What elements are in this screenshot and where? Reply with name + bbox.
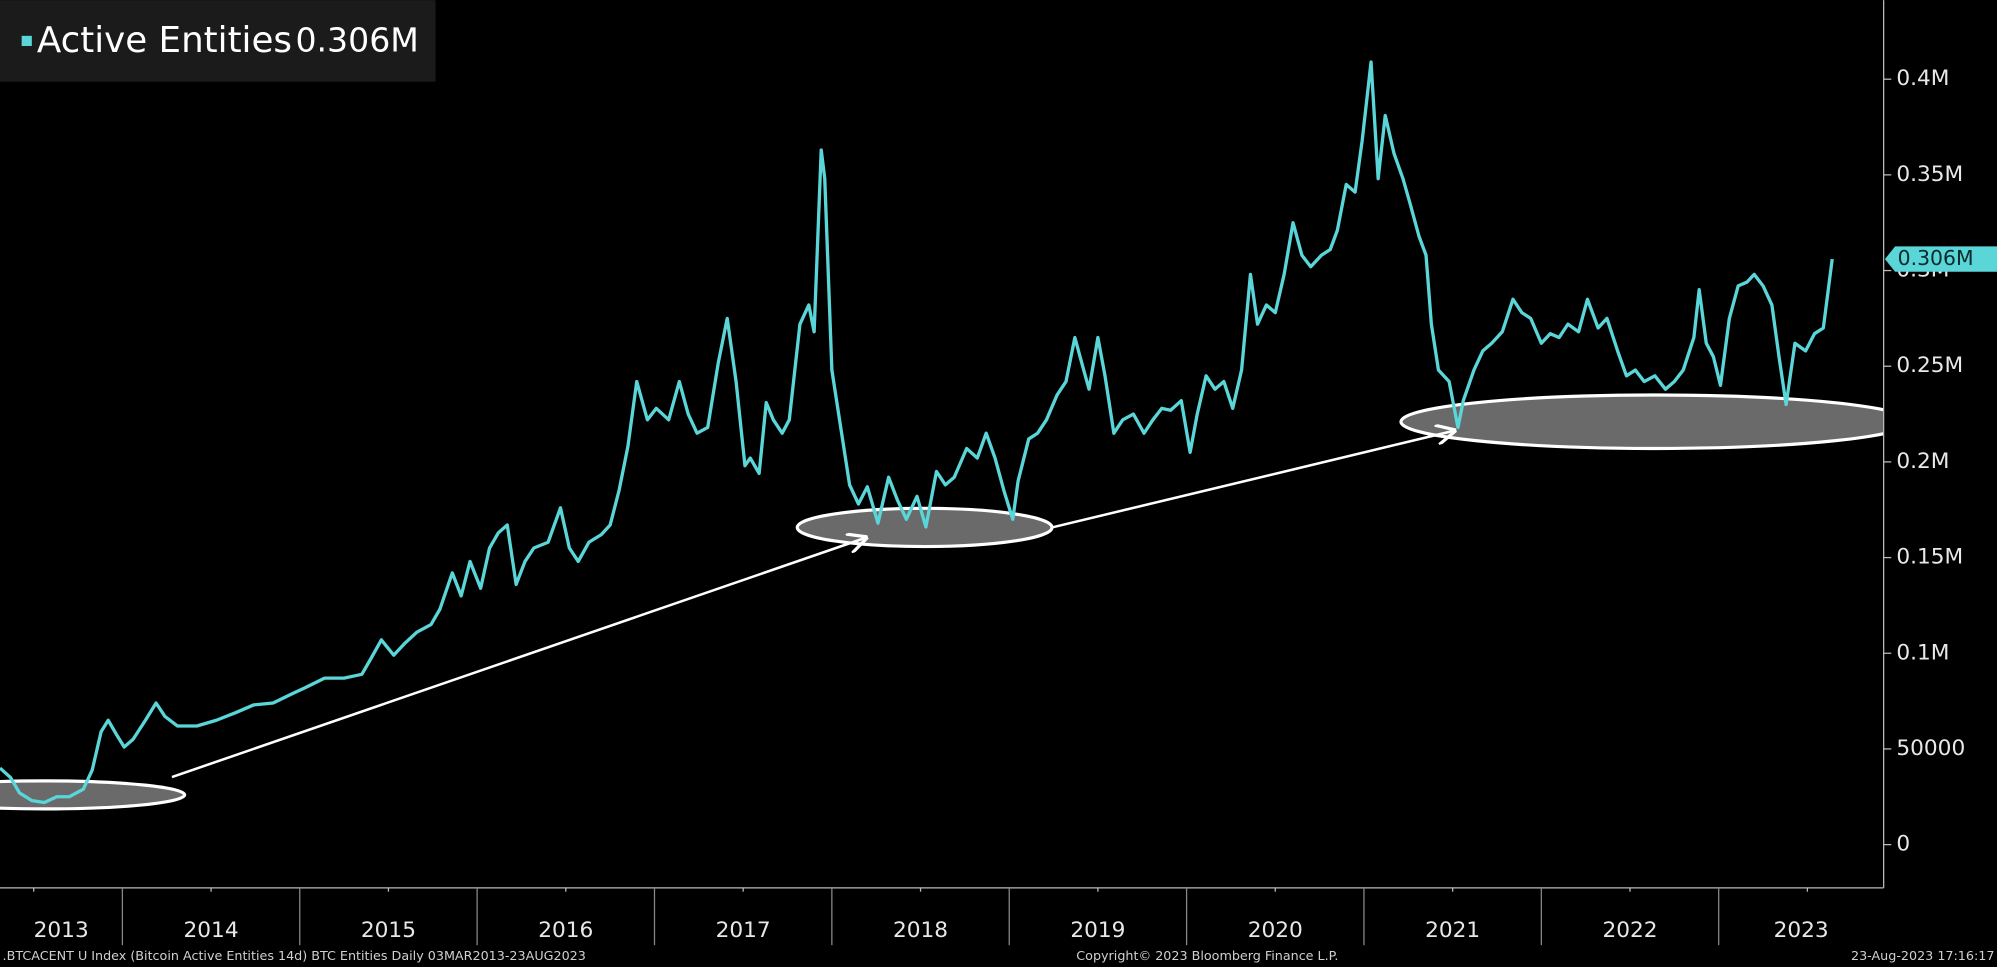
footer-copyright: Copyright© 2023 Bloomberg Finance L.P.: [1076, 949, 1338, 964]
x-tick-label: 2016: [538, 918, 593, 943]
y-tick-label: 0.2M: [1896, 449, 1949, 474]
last-value-label: 0.306M: [1898, 246, 1974, 270]
highlight-ellipse: [0, 779, 187, 811]
series-line: [0, 60, 1834, 805]
x-tick-label: 2015: [361, 918, 416, 943]
x-tick-label: 2023: [1774, 918, 1829, 943]
footer-source: .BTCACENT U Index (Bitcoin Active Entiti…: [3, 949, 586, 964]
legend-label: Active Entities: [37, 20, 292, 61]
y-tick-label: 0.1M: [1896, 640, 1949, 665]
y-tick-label: 0: [1896, 832, 1910, 857]
axes: 0500000.1M0.15M0.2M0.25M0.3M0.35M0.4M201…: [0, 0, 1997, 946]
arrow: [171, 538, 866, 779]
x-tick-label: 2019: [1070, 918, 1125, 943]
footer-timestamp: 23-Aug-2023 17:16:17: [1851, 949, 1994, 964]
legend: Active Entities 0.306M: [0, 0, 436, 82]
y-tick-label: 0.25M: [1896, 353, 1963, 378]
x-tick-label: 2018: [893, 918, 948, 943]
legend-value: 0.306M: [295, 21, 418, 60]
legend-box: [0, 0, 436, 82]
legend-swatch: [21, 35, 32, 47]
x-tick-label: 2013: [34, 918, 89, 943]
x-tick-label: 2014: [184, 918, 239, 943]
x-tick-label: 2020: [1248, 918, 1303, 943]
x-tick-label: 2021: [1425, 918, 1480, 943]
x-tick-label: 2017: [716, 918, 771, 943]
y-tick-label: 0.35M: [1896, 162, 1963, 187]
y-tick-label: 0.4M: [1896, 66, 1949, 91]
x-tick-label: 2022: [1602, 918, 1657, 943]
last-value-tag: [1884, 246, 1997, 272]
highlight-ellipse: [1399, 393, 1884, 451]
y-tick-label: 0.15M: [1896, 545, 1963, 570]
y-tick-label: 50000: [1896, 736, 1965, 761]
plot-area: [0, 60, 1834, 805]
arrow: [1051, 431, 1454, 529]
